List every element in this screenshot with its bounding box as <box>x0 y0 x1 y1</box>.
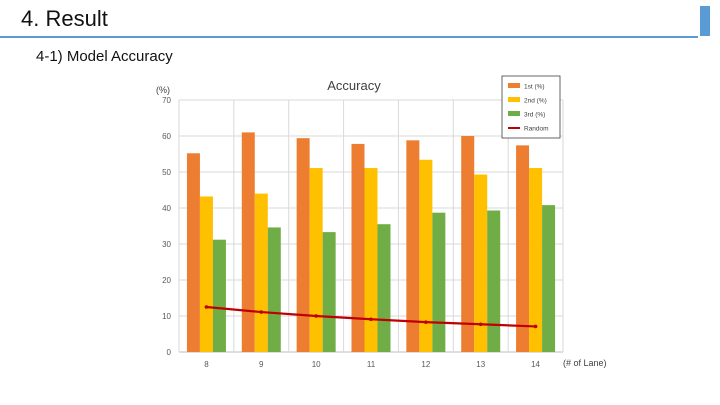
bar-1st-14 <box>516 145 530 352</box>
chart-title: Accuracy <box>327 78 381 93</box>
bar-1st-10 <box>296 138 310 352</box>
title-divider <box>0 36 698 38</box>
bar-1st-12 <box>406 140 420 352</box>
legend-swatch <box>508 111 520 116</box>
legend-swatch <box>508 97 520 102</box>
line-layer <box>204 305 538 329</box>
bar-1st-9 <box>241 132 255 352</box>
random-point <box>204 305 209 309</box>
y-tick-label: 10 <box>162 312 171 321</box>
bar-3rd-11 <box>377 224 391 352</box>
y-tick-label: 50 <box>162 168 171 177</box>
x-tick-label: 11 <box>367 360 376 369</box>
bar-2nd-14 <box>529 168 543 352</box>
bar-2nd-12 <box>419 159 433 352</box>
random-point <box>259 310 264 314</box>
slide-subtitle: 4-1) Model Accuracy <box>36 48 173 65</box>
bar-2nd-13 <box>474 174 488 352</box>
axis-layer: 0 10 20 30 40 50 60 70 8 9 10 11 12 13 14 <box>162 96 540 369</box>
legend-label: 3rd (%) <box>524 112 545 119</box>
legend-swatch <box>508 83 520 88</box>
y-tick-label: 30 <box>162 240 171 249</box>
random-point <box>369 317 373 322</box>
x-tick-label: 14 <box>531 360 540 369</box>
bar-1st-11 <box>351 143 365 352</box>
bar-3rd-13 <box>487 210 501 352</box>
y-axis-label: (%) <box>156 85 170 95</box>
legend: 1st (%) 2nd (%) 3rd (%) Random <box>501 75 561 139</box>
bar-3rd-12 <box>432 212 446 352</box>
bar-2nd-10 <box>309 168 323 352</box>
bar-3rd-8 <box>212 239 226 352</box>
legend-label: 2nd (%) <box>524 98 547 105</box>
x-tick-label: 10 <box>312 360 321 369</box>
slide-title: 4. Result <box>21 6 108 31</box>
bar-2nd-9 <box>254 193 268 352</box>
bar-3rd-9 <box>267 227 281 352</box>
y-tick-label: 40 <box>162 204 171 213</box>
random-point <box>533 324 538 329</box>
bar-1st-8 <box>186 153 200 352</box>
bar-2nd-8 <box>199 196 213 352</box>
bar-3rd-10 <box>322 232 336 352</box>
y-tick-label: 20 <box>162 276 171 285</box>
legend-label: 1st (%) <box>524 84 545 91</box>
bars-layer <box>186 132 556 352</box>
accent-block <box>700 6 710 36</box>
random-point <box>478 322 483 327</box>
x-tick-label: 9 <box>259 360 264 369</box>
legend-label: Random <box>524 126 549 133</box>
y-tick-label: 70 <box>162 96 171 105</box>
random-point <box>424 320 428 324</box>
bar-2nd-11 <box>364 168 378 352</box>
y-tick-label: 60 <box>162 132 171 141</box>
x-tick-label: 13 <box>476 360 485 369</box>
x-tick-label: 8 <box>204 360 209 369</box>
random-point <box>314 314 318 318</box>
y-tick-label: 0 <box>167 348 172 357</box>
bar-1st-13 <box>461 136 475 352</box>
x-tick-label: 12 <box>421 360 430 369</box>
x-axis-label: (# of Lane) <box>563 358 607 368</box>
bar-3rd-14 <box>542 205 556 352</box>
